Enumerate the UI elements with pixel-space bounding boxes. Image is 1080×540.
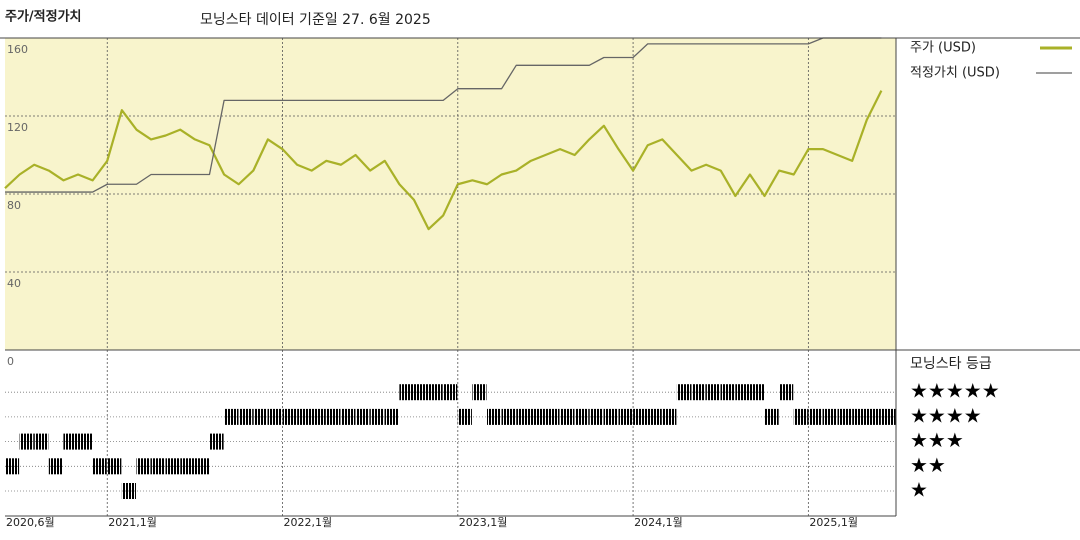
- chart-subtitle: 모닝스타 데이터 기준일 27. 6월 2025: [200, 12, 431, 28]
- rating-bar: [662, 408, 677, 425]
- rating-bar: [720, 384, 735, 401]
- rating-bar: [267, 408, 283, 425]
- rating-bar: [793, 408, 808, 425]
- rating-bar: [852, 408, 867, 425]
- rating-title: 모닝스타 등급: [910, 356, 992, 372]
- rating-bar: [530, 408, 545, 425]
- rating-bar: [297, 408, 312, 425]
- series-line: [4, 90, 883, 231]
- rating-bar: [399, 384, 414, 401]
- rating-bar: [48, 458, 63, 475]
- rating-level: ★★★: [910, 428, 964, 452]
- rating-level: ★★★★: [910, 403, 982, 427]
- legend-label: 주가 (USD): [910, 41, 976, 56]
- rating-bar: [428, 384, 443, 401]
- rating-bar: [370, 408, 385, 425]
- chart-title: 주가/적정가치: [5, 9, 82, 25]
- rating-bar: [633, 408, 648, 425]
- rating-bar: [560, 408, 575, 425]
- rating-bar: [340, 408, 356, 425]
- rating-bar: [326, 408, 341, 425]
- rating-bar: [618, 408, 633, 425]
- rating-bar: [501, 408, 516, 425]
- rating-bar: [5, 458, 20, 475]
- rating-bar: [253, 408, 268, 425]
- rating-bar: [238, 408, 253, 425]
- rating-bar: [136, 458, 151, 475]
- rating-bar: [589, 408, 604, 425]
- rating-bar: [779, 384, 794, 401]
- rating-bar: [647, 408, 662, 425]
- x-tick-label: 2025,1월: [809, 516, 858, 529]
- rating-bar: [63, 433, 78, 450]
- x-tick-label: 2024,1월: [634, 516, 683, 529]
- rating-bar: [457, 408, 472, 425]
- rating-bar: [472, 384, 487, 401]
- y-tick-label: 80: [7, 199, 21, 212]
- rating-bar: [355, 408, 370, 425]
- rating-bar: [413, 384, 429, 401]
- rating-bar: [574, 408, 589, 425]
- rating-bar: [224, 408, 239, 425]
- rating-bar: [194, 458, 209, 475]
- y-tick-label: 120: [7, 121, 28, 134]
- rating-bar: [545, 408, 560, 425]
- rating-bar: [209, 433, 224, 450]
- y-tick-label: 160: [7, 43, 28, 56]
- rating-bar: [516, 408, 531, 425]
- rating-bar: [384, 408, 399, 425]
- rating-bar: [749, 384, 765, 401]
- rating-bar: [706, 384, 721, 401]
- y-tick-label: 40: [7, 277, 21, 290]
- rating-level: ★★★★★: [910, 379, 1000, 403]
- rating-bar: [92, 458, 107, 475]
- x-tick-label: 2021,1월: [108, 516, 157, 529]
- y-tick-label: 0: [7, 355, 14, 368]
- rating-bar: [180, 458, 195, 475]
- rating-bar: [837, 408, 852, 425]
- rating-bar: [165, 458, 180, 475]
- legend-label: 적정가치 (USD): [910, 66, 1000, 81]
- rating-level: ★: [910, 478, 928, 502]
- rating-bar: [107, 458, 122, 475]
- rating-bar: [735, 384, 750, 401]
- rating-bar: [603, 408, 618, 425]
- rating-bar: [78, 433, 93, 450]
- rating-bar: [866, 408, 881, 425]
- rating-bar: [881, 408, 896, 425]
- rating-bar: [19, 433, 34, 450]
- rating-bar: [121, 483, 136, 499]
- rating-bar: [311, 408, 326, 425]
- rating-bar: [443, 384, 458, 401]
- rating-level: ★★: [910, 453, 946, 477]
- x-tick-label: 2020,6월: [6, 516, 55, 529]
- rating-bar: [487, 408, 502, 425]
- rating-bar: [34, 433, 49, 450]
- x-tick-label: 2023,1월: [459, 516, 508, 529]
- rating-bar: [676, 384, 692, 401]
- series-line: [5, 37, 882, 193]
- rating-bar: [808, 408, 823, 425]
- x-tick-label: 2022,1월: [284, 516, 333, 529]
- rating-bar: [764, 408, 779, 425]
- rating-bar: [282, 408, 297, 425]
- rating-bar: [691, 384, 706, 401]
- rating-bar: [151, 458, 166, 475]
- rating-bar: [822, 408, 838, 425]
